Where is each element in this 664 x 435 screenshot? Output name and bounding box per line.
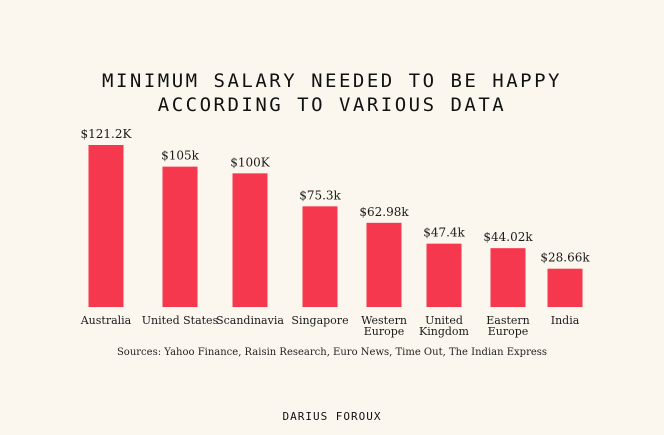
chart-title-line-1: MINIMUM SALARY NEEDED TO BE HAPPY <box>102 70 562 92</box>
category-label-4-0: Western <box>361 314 407 327</box>
bar-3 <box>302 206 338 307</box>
data-label-6: $44.02k <box>483 230 533 244</box>
data-label-7: $28.66k <box>540 251 590 265</box>
category-label-6-1: Europe <box>488 325 529 338</box>
bar-5 <box>426 243 462 307</box>
bar-7 <box>547 268 583 307</box>
category-label-1-0: United States <box>142 314 219 327</box>
bar-2 <box>232 173 268 307</box>
data-label-0: $121.2K <box>81 127 133 141</box>
bar-0 <box>88 145 124 307</box>
data-label-2: $100K <box>230 155 271 169</box>
data-label-1: $105k <box>161 149 200 163</box>
category-label-2-0: Scandinavia <box>216 314 284 327</box>
category-label-0-0: Australia <box>80 314 132 327</box>
category-label-5-0: United <box>425 314 463 327</box>
category-label-4-1: Europe <box>364 325 405 338</box>
author-signature: DARIUS FOROUX <box>282 410 382 423</box>
bar-6 <box>490 248 526 307</box>
data-label-3: $75.3k <box>299 188 341 202</box>
data-label-5: $47.4k <box>423 226 465 240</box>
data-label-4: $62.98k <box>359 205 409 219</box>
sources-note: Sources: Yahoo Finance, Raisin Research,… <box>116 347 548 358</box>
chart-title-line-2: ACCORDING TO VARIOUS DATA <box>157 94 507 116</box>
category-label-7-0: India <box>551 314 580 327</box>
category-label-3-0: Singapore <box>291 314 348 327</box>
bar-1 <box>162 166 198 307</box>
bar-4 <box>366 222 402 307</box>
category-label-6-0: Eastern <box>486 314 530 327</box>
category-label-5-1: Kingdom <box>419 325 470 338</box>
